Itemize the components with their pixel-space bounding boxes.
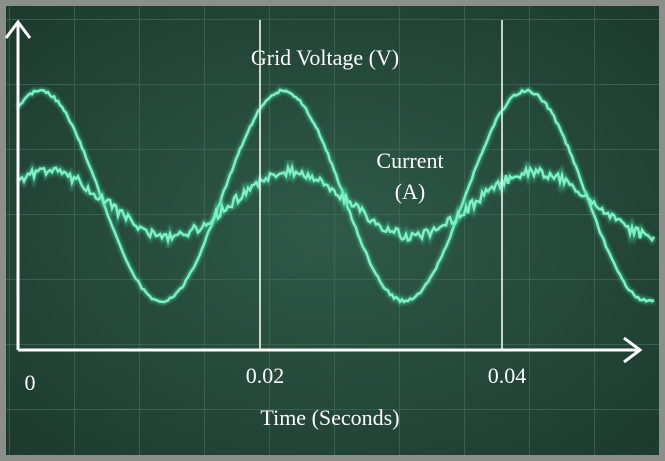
x-axis-title: Time (Seconds) xyxy=(260,405,399,430)
voltage-label: Grid Voltage (V) xyxy=(251,45,399,70)
x-tick-label: 0.02 xyxy=(246,363,285,388)
x-tick-label: 0 xyxy=(25,370,36,395)
current-label: Current xyxy=(376,148,443,173)
scope-grid xyxy=(6,6,659,455)
x-tick-label: 0.04 xyxy=(488,363,527,388)
current-unit: (A) xyxy=(395,179,426,204)
